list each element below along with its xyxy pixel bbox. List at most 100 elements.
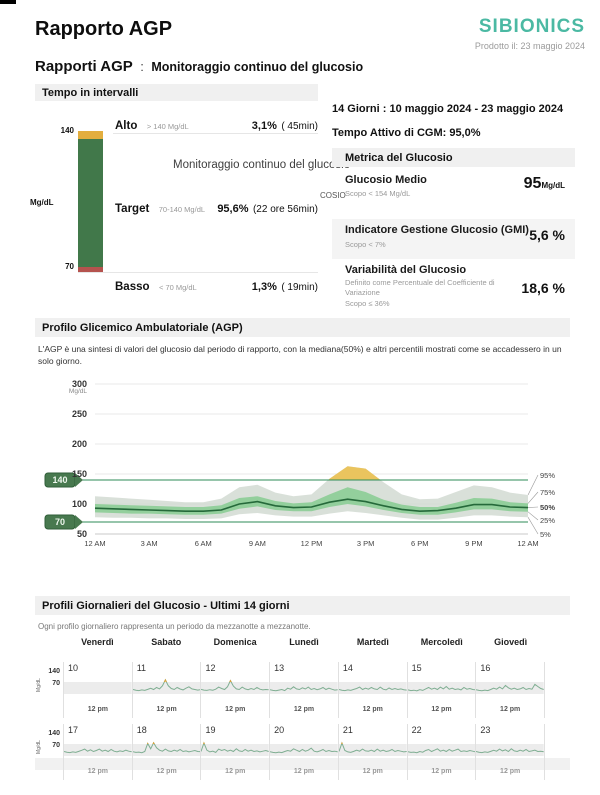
tir-axis-unit: Mg/dL <box>30 198 54 207</box>
tir-label-basso: Basso <box>115 281 150 293</box>
report-subtitle: Rapporti AGP : Monitoraggio continuo del… <box>35 58 363 76</box>
daily-sparkline <box>270 682 338 694</box>
divider <box>78 272 318 273</box>
svg-text:6 PM: 6 PM <box>411 539 429 548</box>
metric-avg-goal: Scopo < 154 Mg/dL <box>345 189 411 198</box>
date-label: 15 <box>411 663 422 673</box>
weekday-label: Mercoledì <box>420 637 463 647</box>
cgm-active-time: Tempo Attivo di CGM: 95,0% <box>332 127 481 139</box>
tir-range-alto: > 140 Mg/dL <box>146 122 189 131</box>
section-agp: Profilo Glicemico Ambulatoriale (AGP) <box>35 318 570 337</box>
tir-axis-bottom: 70 <box>65 262 74 271</box>
daily-sparkline <box>476 744 545 756</box>
daily-description: Ogni profilo giornaliero rappresenta un … <box>38 622 311 631</box>
page-corner-mark <box>0 0 16 4</box>
daily-footer-strip <box>35 758 570 770</box>
daily-sparkline <box>407 682 476 694</box>
report-period: 14 Giorni : 10 maggio 2024 - 23 maggio 2… <box>332 103 564 115</box>
daily-cell-18: 18 12 pm <box>131 724 201 780</box>
daily-sparkline <box>338 736 407 756</box>
tir-segment-target <box>78 139 103 267</box>
noon-label: 12 pm <box>293 706 315 713</box>
tir-dur-alto: ( 45min) <box>281 121 318 132</box>
noon-label: 12 pm <box>362 706 383 713</box>
daily-sparkline <box>201 674 270 694</box>
noon-label: 12 pm <box>293 768 315 775</box>
brand-block: SIBIONICS Prodotto il: 23 maggio 2024 <box>365 16 585 51</box>
date-label: 11 <box>136 663 147 673</box>
daily-cell-14: 14 12 pm <box>337 662 407 718</box>
svg-text:3 PM: 3 PM <box>357 539 375 548</box>
weekday-header-row: Venerdì Sabato Domenica Lunedì Martedì Mercol… <box>63 637 545 647</box>
daily-sparkline <box>132 736 201 756</box>
noon-label: 12 pm <box>87 706 108 713</box>
weekday-label: Giovedì <box>494 637 528 647</box>
svg-text:Mg/dL: Mg/dL <box>69 388 87 395</box>
svg-text:12 AM: 12 AM <box>84 539 105 548</box>
date-label: 21 <box>342 725 353 735</box>
daily-cell-20: 20 12 pm <box>269 724 338 780</box>
daily-cell-21: 21 12 pm <box>337 724 407 780</box>
weekday-label: Martedì <box>356 637 389 647</box>
tir-range-basso: < 70 Mg/dL <box>158 283 197 292</box>
svg-text:12 AM: 12 AM <box>517 539 538 548</box>
svg-text:9 PM: 9 PM <box>465 539 483 548</box>
gmi-row-background <box>332 219 575 259</box>
noon-label: 12 pm <box>362 768 383 775</box>
tir-segment-alto <box>78 131 103 139</box>
svg-text:75%: 75% <box>540 488 555 497</box>
daily-axis-70: 70 <box>52 742 60 749</box>
daily-axis-140: 140 <box>48 730 60 737</box>
tir-label-target: Target <box>115 203 150 215</box>
daily-cell-17: 17 12 pm <box>63 724 132 780</box>
svg-text:150: 150 <box>72 469 87 479</box>
daily-cell-22: 22 12 pm <box>406 724 476 780</box>
metric-var-value: 18,6 % <box>521 280 565 296</box>
tir-row-alto: Alto > 140 Mg/dL <box>115 116 189 134</box>
daily-sparkline <box>132 674 201 694</box>
svg-text:300: 300 <box>72 379 87 389</box>
daily-cell-23: 23 12 pm <box>475 724 546 780</box>
subtitle-label: Rapporti AGP <box>35 58 133 75</box>
tir-dur-target: (22 ore 56min) <box>252 204 318 215</box>
tir-axis-top: 140 <box>60 126 74 135</box>
noon-label: 12 pm <box>225 768 246 775</box>
date-label: 22 <box>411 725 422 735</box>
metric-gmi-name: Indicatore Gestione Glucosio (GMI) <box>345 224 529 236</box>
metric-var-name: Variabilità del Glucosio <box>345 264 467 276</box>
svg-text:12 PM: 12 PM <box>301 539 323 548</box>
date-label: 13 <box>274 663 285 673</box>
tir-value-target: 95,6% (22 ore 56min) <box>217 199 318 217</box>
date-label: 20 <box>274 725 285 735</box>
noon-label: 12 pm <box>431 706 452 713</box>
page-title: Rapporto AGP <box>35 18 173 40</box>
noon-label: 12 pm <box>156 768 177 775</box>
svg-text:100: 100 <box>72 499 87 509</box>
date-label: 10 <box>68 663 79 673</box>
weekday-label: Venerdì <box>81 637 114 647</box>
section-daily-profiles: Profili Giornalieri del Glucosio - Ultim… <box>35 596 570 615</box>
weekday-label: Sabato <box>151 637 182 647</box>
date-label: 16 <box>480 663 491 673</box>
svg-text:6 AM: 6 AM <box>195 539 212 548</box>
svg-text:50%: 50% <box>540 503 555 512</box>
daily-sparkline <box>201 736 270 756</box>
daily-cell-10: 10 12 pm <box>63 662 132 718</box>
agp-description: L'AGP è una sintesi di valori del glucos… <box>38 344 562 366</box>
tir-pct-basso: 1,3% <box>251 281 277 293</box>
svg-text:140: 140 <box>52 475 67 485</box>
daily-row-1: Mg/dL 140 70 10 12 pm 11 12 pm 12 12 pm 13 12 p… <box>35 650 570 718</box>
metric-var-goal: Definito come Percentuale del Coefficien… <box>345 278 495 298</box>
daily-cell-19: 19 12 pm <box>200 724 270 780</box>
noon-label: 12 pm <box>87 768 108 775</box>
tir-row-target: Target 70-140 Mg/dL <box>115 199 205 217</box>
tir-pct-alto: 3,1% <box>251 120 277 132</box>
svg-text:3 AM: 3 AM <box>141 539 158 548</box>
noon-label: 12 pm <box>156 706 177 713</box>
metric-avg-number: 95 <box>523 175 542 192</box>
noon-label: 12 pm <box>431 768 452 775</box>
daily-cell-11: 11 12 pm <box>131 662 201 718</box>
tir-pct-target: 95,6% <box>217 203 249 215</box>
time-in-range-stacked-bar <box>78 131 103 272</box>
